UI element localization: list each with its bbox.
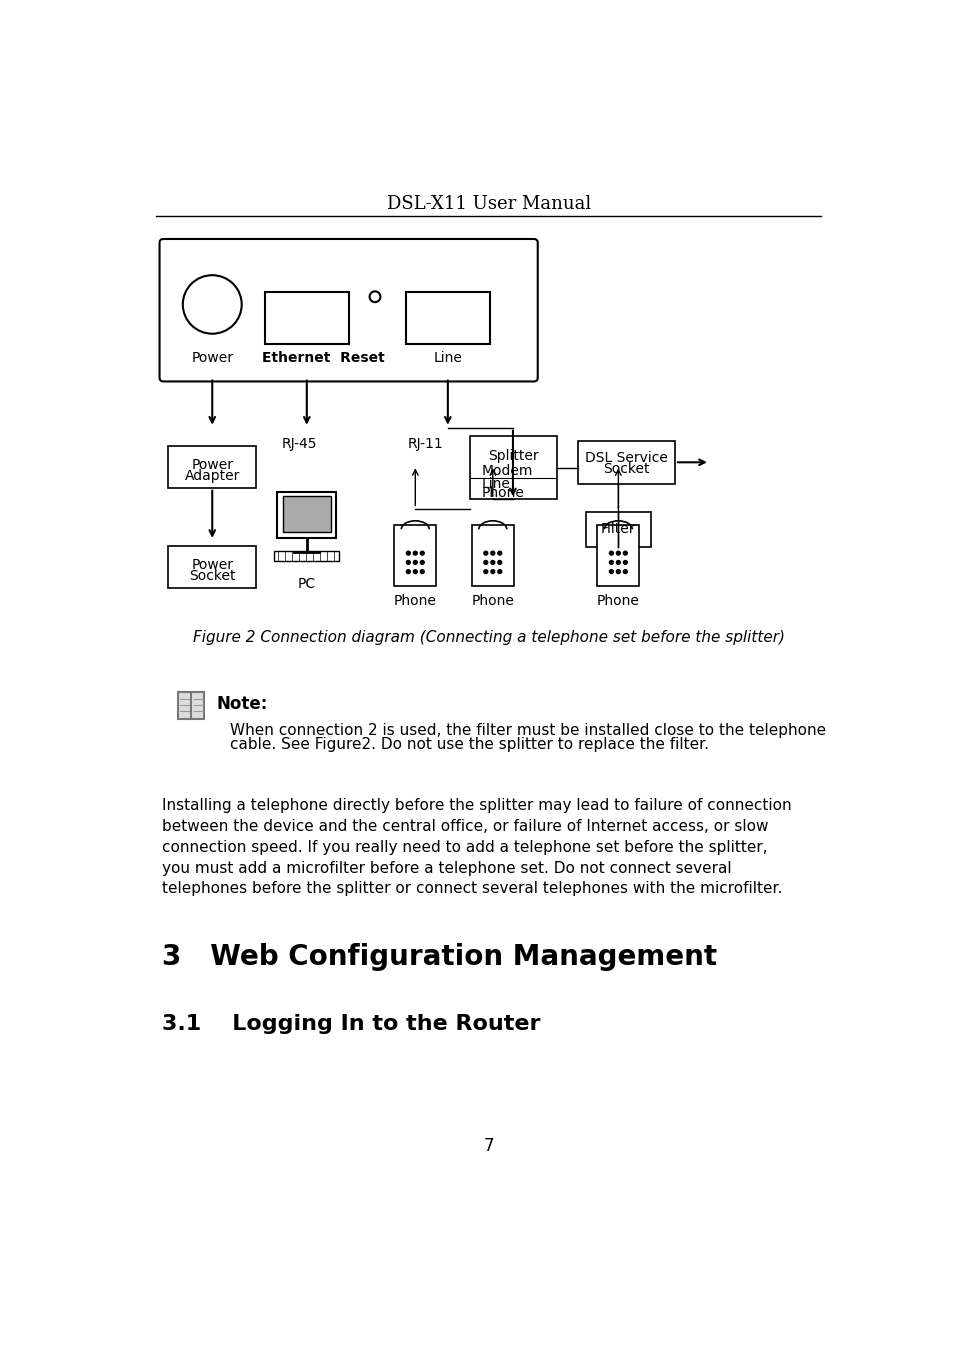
Circle shape [616, 570, 619, 574]
Bar [282, 497, 331, 532]
Circle shape [609, 570, 613, 574]
Text: cable. See Figure2. Do not use the splitter to replace the filter.: cable. See Figure2. Do not use the split… [230, 737, 708, 752]
Text: DSL Service: DSL Service [584, 451, 667, 466]
Circle shape [413, 570, 416, 574]
Text: PC: PC [297, 576, 315, 591]
Text: you must add a microfilter before a telephone set. Do not connect several: you must add a microfilter before a tele… [162, 860, 731, 876]
Text: connection speed. If you really need to add a telephone set before the splitter,: connection speed. If you really need to … [162, 840, 767, 855]
Text: Line: Line [433, 351, 462, 366]
Circle shape [413, 551, 416, 555]
Circle shape [406, 570, 410, 574]
Text: Power: Power [191, 559, 233, 572]
Circle shape [491, 570, 495, 574]
Bar [274, 551, 339, 560]
Text: 7: 7 [483, 1137, 494, 1156]
Circle shape [491, 560, 495, 564]
Circle shape [413, 560, 416, 564]
Circle shape [616, 560, 619, 564]
Text: Installing a telephone directly before the splitter may lead to failure of conne: Installing a telephone directly before t… [162, 798, 791, 813]
Text: Socket: Socket [189, 570, 235, 583]
Circle shape [483, 560, 487, 564]
Bar [585, 512, 650, 547]
Bar [178, 691, 204, 720]
Bar [168, 446, 256, 487]
Circle shape [420, 560, 424, 564]
Bar [265, 292, 348, 344]
Text: Adapter: Adapter [184, 470, 240, 483]
Text: 3   Web Configuration Management: 3 Web Configuration Management [162, 942, 717, 971]
Text: Modem: Modem [481, 464, 533, 478]
Circle shape [420, 551, 424, 555]
Circle shape [609, 551, 613, 555]
Text: Ethernet  Reset: Ethernet Reset [261, 351, 384, 366]
Bar [168, 547, 256, 587]
Bar [472, 525, 513, 586]
Text: Filter: Filter [600, 521, 635, 536]
Circle shape [406, 551, 410, 555]
Circle shape [369, 292, 380, 302]
Circle shape [622, 560, 627, 564]
Text: Phone: Phone [471, 594, 514, 608]
Circle shape [497, 570, 501, 574]
Text: between the device and the central office, or failure of Internet access, or slo: between the device and the central offic… [162, 819, 767, 834]
Bar [406, 292, 489, 344]
Circle shape [622, 570, 627, 574]
Circle shape [616, 551, 619, 555]
Text: Socket: Socket [602, 462, 649, 477]
Text: DSL-X11 User Manual: DSL-X11 User Manual [386, 196, 591, 213]
Bar [394, 525, 436, 586]
Text: Power: Power [191, 459, 233, 472]
Text: Power: Power [191, 351, 233, 366]
FancyBboxPatch shape [159, 239, 537, 382]
Circle shape [483, 551, 487, 555]
Circle shape [497, 560, 501, 564]
Text: When connection 2 is used, the filter must be installed close to the telephone: When connection 2 is used, the filter mu… [230, 722, 825, 737]
Circle shape [497, 551, 501, 555]
Circle shape [609, 560, 613, 564]
Text: Phone: Phone [597, 594, 639, 608]
Text: Phone: Phone [394, 594, 436, 608]
Circle shape [491, 551, 495, 555]
Text: Figure 2 Connection diagram (Connecting a telephone set before the splitter): Figure 2 Connection diagram (Connecting … [193, 630, 784, 645]
Text: RJ-11: RJ-11 [407, 437, 443, 451]
Text: Note:: Note: [216, 695, 268, 713]
Bar [578, 440, 674, 483]
Text: telephones before the splitter or connect several telephones with the microfilte: telephones before the splitter or connec… [162, 882, 781, 896]
Bar [469, 436, 557, 500]
Text: Line: Line [481, 477, 510, 491]
Bar [277, 491, 335, 537]
Circle shape [420, 570, 424, 574]
Bar [597, 525, 639, 586]
Text: RJ-45: RJ-45 [281, 437, 316, 451]
Text: 3.1    Logging In to the Router: 3.1 Logging In to the Router [162, 1014, 539, 1034]
Text: Splitter: Splitter [487, 450, 537, 463]
Circle shape [483, 570, 487, 574]
Circle shape [622, 551, 627, 555]
Circle shape [183, 275, 241, 333]
Circle shape [406, 560, 410, 564]
Text: Phone: Phone [481, 486, 524, 500]
